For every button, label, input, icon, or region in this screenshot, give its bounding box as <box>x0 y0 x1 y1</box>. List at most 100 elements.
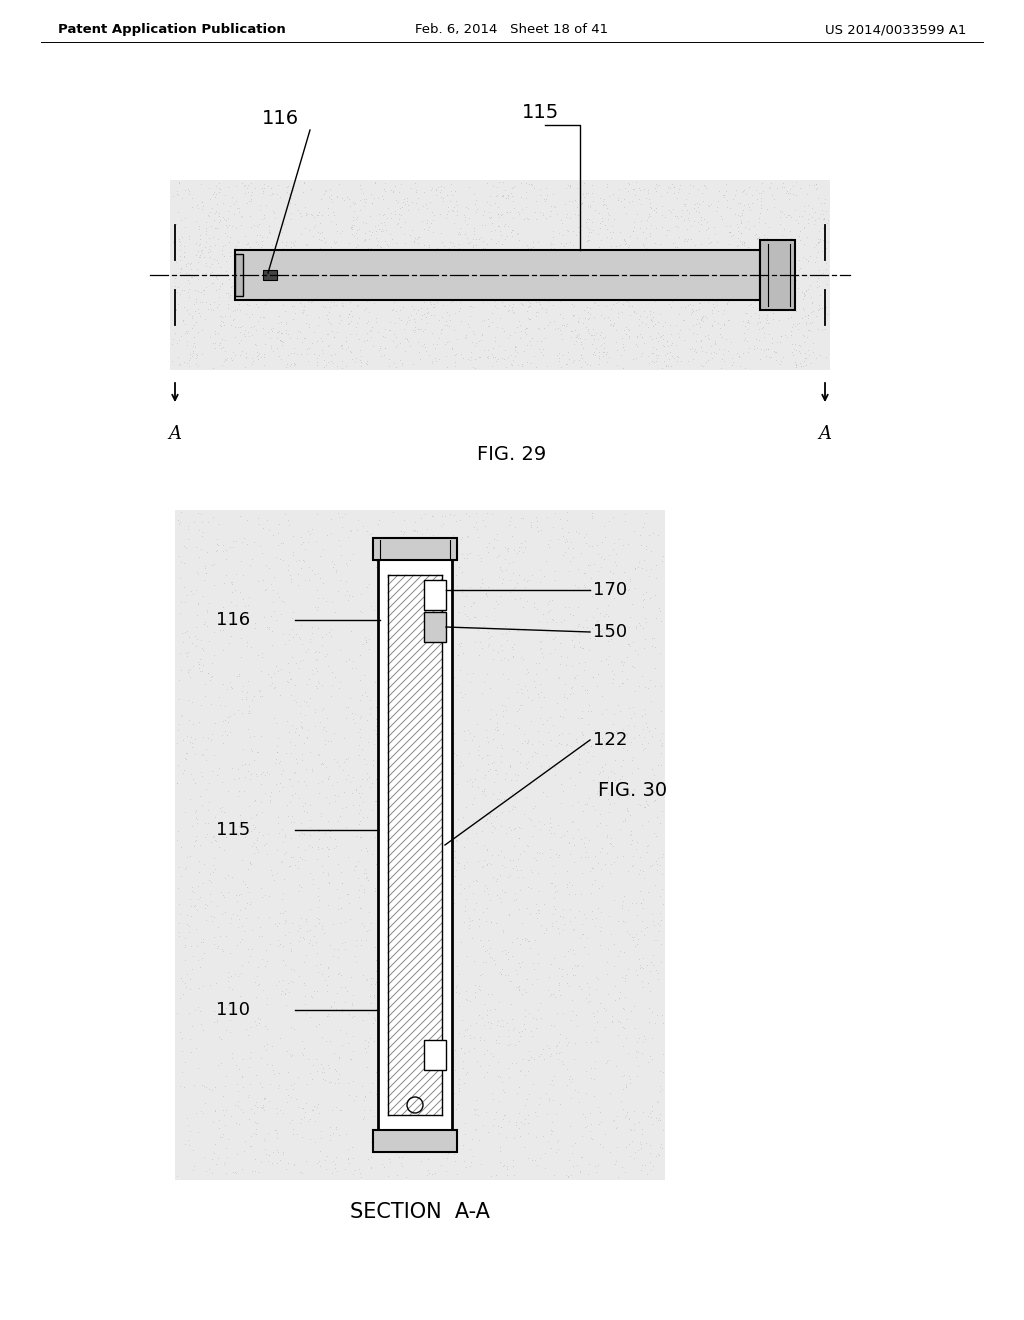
Point <box>424 264 440 285</box>
Point <box>189 808 206 829</box>
Point <box>391 814 408 836</box>
Point <box>791 341 807 362</box>
Point <box>218 826 234 847</box>
Point <box>645 822 662 843</box>
Point <box>682 281 698 302</box>
Point <box>607 267 624 288</box>
Point <box>398 1057 415 1078</box>
Point <box>773 176 790 197</box>
Point <box>568 729 585 750</box>
Point <box>523 173 540 194</box>
Point <box>627 1018 643 1039</box>
Point <box>652 952 669 973</box>
Point <box>298 267 314 288</box>
Point <box>600 209 616 230</box>
Point <box>217 867 233 888</box>
Point <box>442 793 459 814</box>
Point <box>345 215 361 236</box>
Point <box>432 181 449 202</box>
Point <box>467 255 483 276</box>
Point <box>321 871 337 892</box>
Point <box>559 284 575 305</box>
Point <box>512 327 528 348</box>
Point <box>390 191 407 213</box>
Point <box>211 202 227 223</box>
Point <box>273 261 290 282</box>
Point <box>281 1061 297 1082</box>
Point <box>617 1027 634 1048</box>
Point <box>443 813 460 834</box>
Point <box>615 891 632 912</box>
Point <box>643 541 659 562</box>
Point <box>240 293 256 314</box>
Point <box>626 715 642 737</box>
Point <box>375 1032 391 1053</box>
Point <box>436 821 453 842</box>
Point <box>516 1014 532 1035</box>
Point <box>244 248 260 269</box>
Point <box>367 672 383 693</box>
Point <box>362 319 379 341</box>
Point <box>480 942 497 964</box>
Point <box>504 249 520 271</box>
Point <box>246 215 262 236</box>
Point <box>499 1155 515 1176</box>
Point <box>659 356 676 378</box>
Point <box>597 723 613 744</box>
Point <box>514 1020 530 1041</box>
Point <box>589 781 605 803</box>
Point <box>686 197 702 218</box>
Point <box>580 793 596 814</box>
Point <box>569 310 586 331</box>
Point <box>629 285 645 306</box>
Point <box>399 1114 416 1135</box>
Point <box>610 787 627 808</box>
Point <box>624 830 640 851</box>
Point <box>444 820 461 841</box>
Point <box>496 919 512 940</box>
Point <box>367 172 383 193</box>
Point <box>299 801 315 822</box>
Point <box>421 879 437 900</box>
Point <box>591 342 607 363</box>
Point <box>591 346 607 367</box>
Point <box>592 813 608 834</box>
Point <box>342 341 358 362</box>
Point <box>431 690 447 711</box>
Point <box>517 1109 534 1130</box>
Point <box>225 536 242 557</box>
Point <box>283 279 299 300</box>
Point <box>293 907 309 928</box>
Point <box>505 850 521 871</box>
Point <box>206 933 222 954</box>
Point <box>250 345 266 366</box>
Point <box>310 1102 327 1123</box>
Point <box>489 1011 506 1032</box>
Point <box>481 195 498 216</box>
Point <box>511 828 527 849</box>
Point <box>353 275 370 296</box>
Point <box>428 572 444 593</box>
Point <box>402 983 419 1005</box>
Point <box>504 354 520 375</box>
Point <box>530 953 547 974</box>
Point <box>819 232 836 253</box>
Point <box>563 326 580 347</box>
Point <box>526 178 543 199</box>
Point <box>567 1005 584 1026</box>
Point <box>271 186 288 207</box>
Point <box>216 314 232 335</box>
Point <box>283 285 299 306</box>
Point <box>423 1043 439 1064</box>
Point <box>429 1072 445 1093</box>
Point <box>486 284 503 305</box>
Point <box>202 240 218 261</box>
Point <box>440 331 457 352</box>
Point <box>272 1028 289 1049</box>
Point <box>283 970 299 991</box>
Point <box>322 1072 338 1093</box>
Point <box>585 667 601 688</box>
Point <box>572 1146 589 1167</box>
Point <box>327 601 343 622</box>
Point <box>493 734 509 755</box>
